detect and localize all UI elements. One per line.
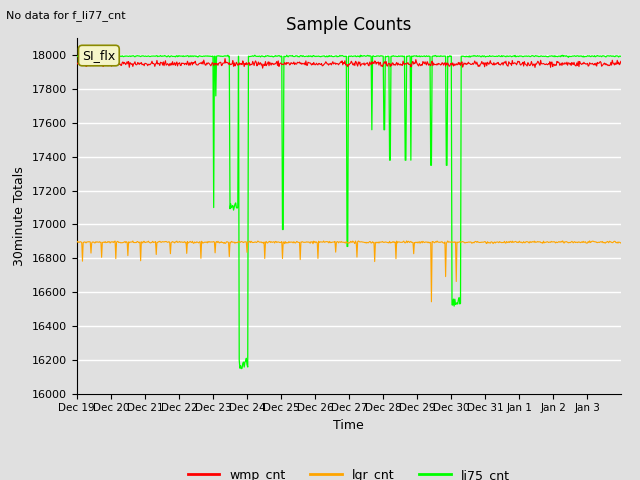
Text: SI_flx: SI_flx xyxy=(82,49,115,62)
Y-axis label: 30minute Totals: 30minute Totals xyxy=(13,166,26,266)
Title: Sample Counts: Sample Counts xyxy=(286,16,412,34)
Text: No data for f_li77_cnt: No data for f_li77_cnt xyxy=(6,10,126,21)
Legend: wmp_cnt, lgr_cnt, li75_cnt: wmp_cnt, lgr_cnt, li75_cnt xyxy=(183,464,515,480)
X-axis label: Time: Time xyxy=(333,419,364,432)
